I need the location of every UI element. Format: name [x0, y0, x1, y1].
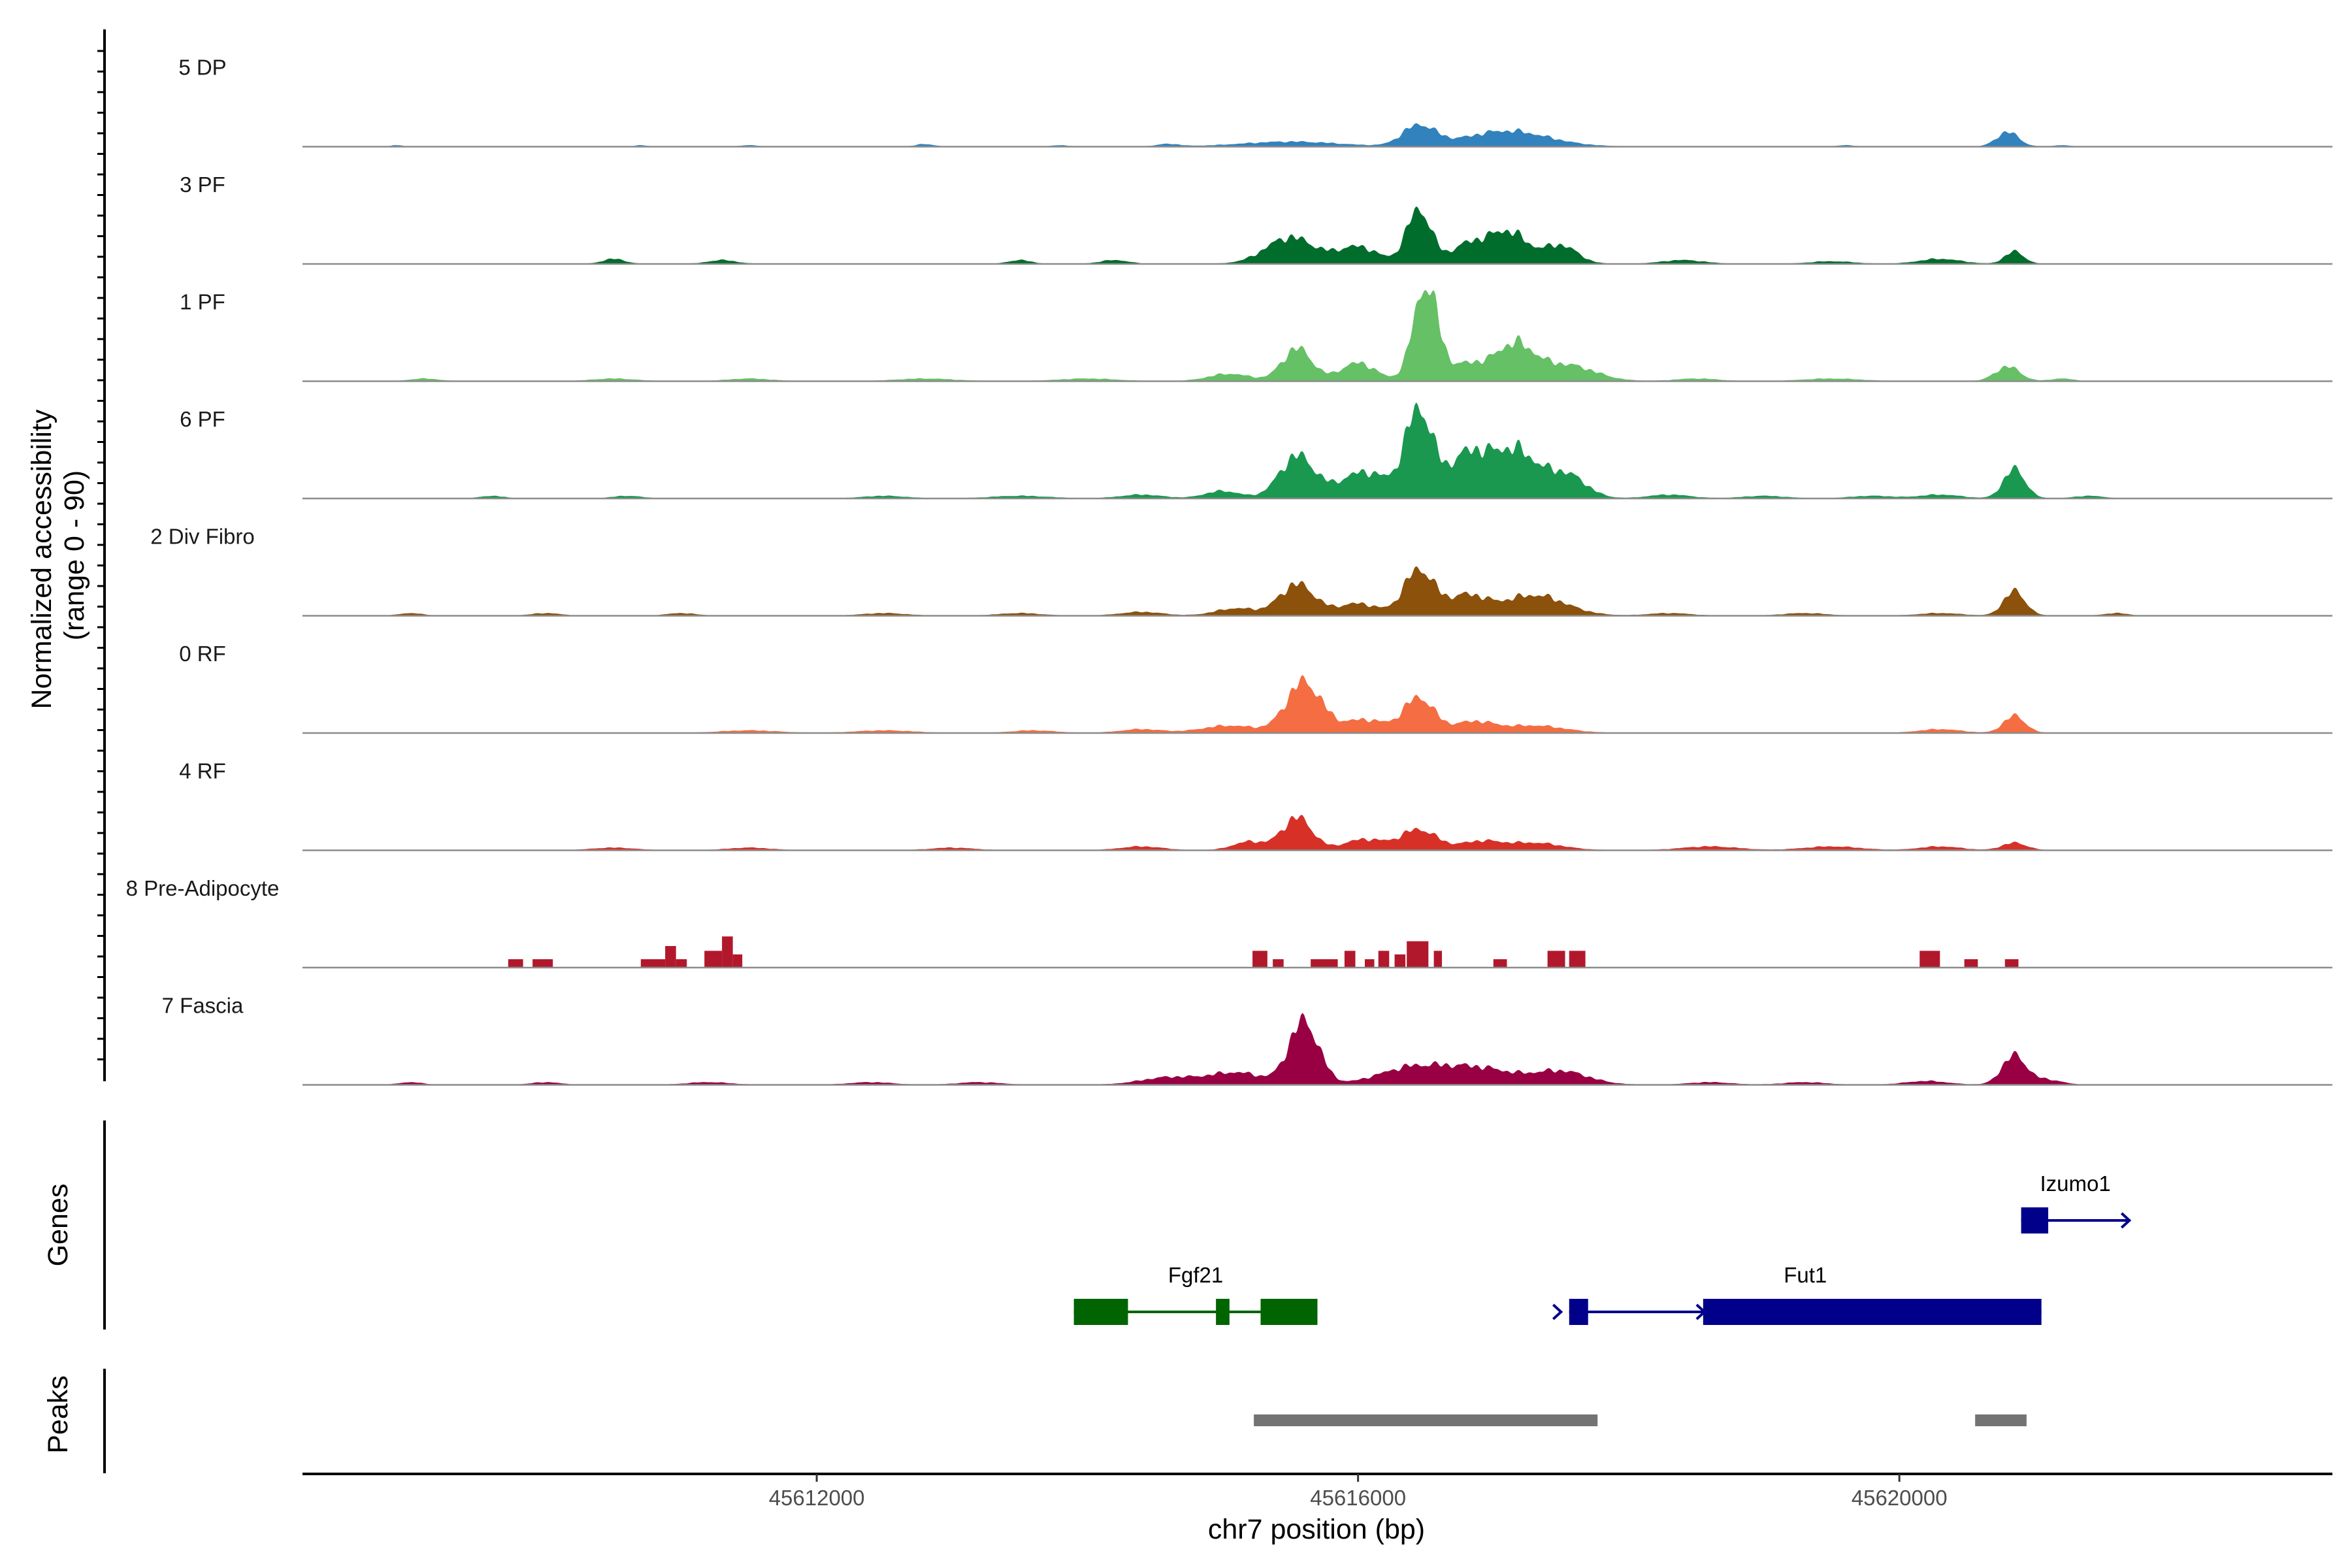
gene-exon — [1073, 1299, 1128, 1325]
coverage-bar — [1394, 954, 1406, 968]
track-label: 6 PF — [180, 407, 225, 431]
gene-annotations: Fgf21 Fut1 Izumo1 — [1073, 1171, 2132, 1325]
coverage-bar — [1364, 959, 1375, 968]
track-4: 2 Div Fibro — [150, 525, 2332, 617]
strand-arrow — [1552, 1303, 1563, 1320]
gene-exon — [2021, 1207, 2049, 1233]
coverage-bar — [1273, 959, 1284, 968]
track-label: 8 Pre-Adipocyte — [126, 876, 280, 900]
track-label: 3 PF — [180, 172, 225, 197]
track-label: 2 Div Fibro — [150, 525, 255, 549]
coverage-bar — [1252, 951, 1267, 968]
x-tick-label: 45620000 — [1852, 1486, 1948, 1510]
coverage-bar — [1407, 941, 1429, 968]
peaks-axis-title: Peaks — [42, 1375, 74, 1454]
track-8: 7 Fascia — [162, 994, 2332, 1086]
coverage-bar — [1919, 951, 1940, 968]
coverage-area — [329, 815, 2157, 851]
track-label: 1 PF — [180, 290, 225, 314]
gene-label: Fut1 — [1784, 1263, 1827, 1287]
track-label: 7 Fascia — [162, 994, 244, 1018]
gene-exon — [1569, 1299, 1588, 1325]
y-axis-title: Normalized accessibility (range 0 - 90) — [26, 402, 90, 710]
coverage-bar — [1569, 951, 1586, 968]
coverage-bar — [1378, 951, 1390, 968]
x-axis-title: chr7 position (bp) — [1208, 1514, 1425, 1545]
track-1: 3 PF — [180, 172, 2332, 265]
gene-exon — [1260, 1299, 1318, 1325]
coverage-bar — [640, 959, 666, 968]
y-axis-title-line-2: (range 0 - 90) — [59, 470, 90, 641]
x-tick-label: 45616000 — [1310, 1486, 1406, 1510]
coverage-bar — [1344, 951, 1356, 968]
coverage-bar — [1964, 959, 1978, 968]
strand-arrow — [2120, 1212, 2132, 1229]
gene-label: Izumo1 — [2040, 1171, 2110, 1196]
peak-region — [1254, 1414, 1598, 1426]
track-6: 4 RF — [179, 759, 2332, 851]
coverage-tracks: 5 DP 3 PF 1 PF 6 PF 2 Div Fibro 0 RF 4 RF 8 Pre… — [126, 56, 2332, 1086]
y-axis-title-line-1: Normalized accessibility — [26, 409, 57, 709]
peak-regions — [1254, 1414, 2027, 1426]
track-2: 1 PF — [180, 290, 2332, 382]
track-label: 5 DP — [178, 56, 226, 80]
gene-exon — [1216, 1299, 1230, 1325]
track-7: 8 Pre-Adipocyte — [126, 876, 2332, 969]
coverage-bar — [665, 946, 676, 968]
track-label: 4 RF — [179, 759, 226, 783]
coverage-bar — [1493, 959, 1507, 968]
coverage-bar — [2004, 959, 2019, 968]
coverage-area — [329, 289, 2157, 382]
track-label: 0 RF — [179, 642, 226, 666]
gene-label: Fgf21 — [1168, 1263, 1223, 1287]
gene-exon — [1703, 1299, 2042, 1325]
x-axis-ticks: 45612000 45616000 45620000 — [769, 1474, 1948, 1510]
track-3: 6 PF — [180, 402, 2332, 500]
coverage-bar — [1433, 951, 1443, 968]
coverage-bar — [508, 959, 523, 968]
genes-axis-title: Genes — [42, 1184, 74, 1267]
x-tick-label: 45612000 — [769, 1486, 865, 1510]
coverage-bar — [1311, 959, 1338, 968]
gene-fgf21: Fgf21 — [1073, 1263, 1318, 1325]
gene-izumo1: Izumo1 — [2021, 1171, 2132, 1233]
coverage-bar — [722, 936, 733, 968]
track-5: 0 RF — [179, 642, 2332, 734]
coverage-bar — [1547, 951, 1565, 968]
peak-region — [1975, 1414, 2027, 1426]
gene-fut1: Fut1 — [1552, 1263, 2042, 1325]
coverage-bar — [676, 959, 687, 968]
coverage-area — [329, 402, 2157, 499]
track-0: 5 DP — [178, 56, 2332, 148]
track-axis-ticks — [97, 50, 105, 1060]
coverage-bar — [532, 959, 553, 968]
strand-arrow — [1695, 1303, 1707, 1320]
coverage-bar — [732, 954, 743, 968]
coverage-bar — [704, 951, 723, 968]
